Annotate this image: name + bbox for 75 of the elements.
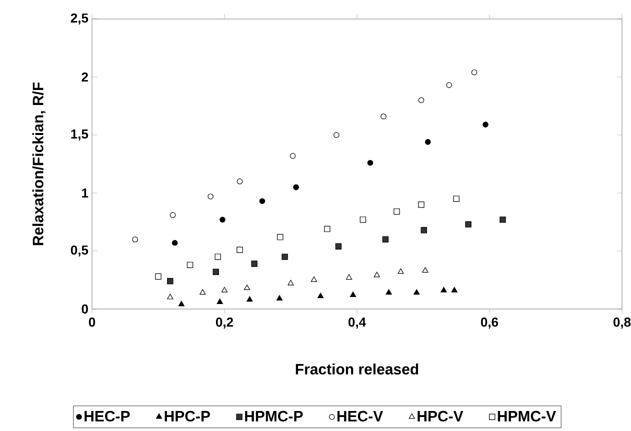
point [259, 198, 266, 204]
point [414, 289, 420, 295]
point [132, 236, 138, 242]
point [276, 295, 283, 300]
y-tick-label: 0,5 [70, 245, 88, 257]
point [424, 139, 431, 145]
point [290, 152, 296, 159]
y-tick-label: 1 [82, 188, 88, 198]
point [398, 268, 404, 274]
point [293, 184, 299, 190]
point [178, 300, 185, 306]
point [451, 286, 458, 292]
legend-label: HPC-V [418, 410, 464, 422]
point [418, 202, 424, 208]
point [346, 274, 352, 280]
x-tick-label: 0 [88, 318, 96, 327]
point [471, 69, 478, 76]
point [394, 208, 400, 215]
legend-label: HPMC-V [498, 410, 556, 422]
point [446, 82, 452, 88]
point [360, 216, 366, 223]
point [216, 298, 223, 304]
x-tick-label: 0,2 [216, 318, 234, 329]
point [317, 292, 324, 298]
point [155, 273, 162, 280]
point [350, 292, 356, 297]
point [440, 286, 447, 292]
point [380, 114, 386, 120]
point [167, 278, 174, 284]
x-tick-label: 0,6 [480, 318, 498, 329]
point [220, 216, 226, 223]
point [236, 246, 243, 253]
point [374, 272, 380, 278]
point [277, 234, 284, 240]
legend-label: HPMC-P [245, 410, 303, 422]
point [310, 276, 318, 282]
point [324, 226, 330, 232]
point [500, 216, 506, 223]
point [244, 284, 250, 290]
point [422, 267, 428, 273]
point [420, 227, 428, 234]
y-tick-label: 2 [82, 72, 88, 82]
point [288, 280, 294, 286]
point [214, 254, 221, 260]
point [386, 289, 392, 295]
point [172, 240, 178, 246]
point [167, 294, 174, 300]
point [170, 212, 176, 218]
point [334, 132, 340, 138]
legend-label: HEC-P [84, 410, 130, 422]
point [282, 254, 288, 260]
point [453, 196, 460, 202]
legend-label: HPC-P [164, 410, 210, 422]
point [418, 97, 424, 104]
x-tick-label: 0,4 [348, 318, 366, 329]
point [236, 178, 243, 184]
point [465, 221, 472, 228]
point [335, 243, 342, 250]
x-tick-label: 0,8 [613, 318, 631, 329]
point [208, 194, 214, 200]
point [246, 296, 253, 302]
point [382, 236, 389, 242]
x-axis-title: Fraction released [296, 363, 418, 374]
point [200, 289, 206, 295]
y-tick-label: 1,5 [71, 130, 88, 140]
point [212, 268, 219, 275]
point [482, 122, 488, 128]
y-tick-label: 0 [82, 304, 88, 314]
point [367, 160, 374, 166]
y-tick-label: 2,5 [70, 13, 88, 25]
y-axis-title: Relaxation/Fickian, R/F [32, 82, 46, 246]
point [221, 286, 228, 292]
legend-label: HEC-V [337, 410, 384, 422]
point [251, 260, 258, 267]
point [186, 262, 194, 268]
